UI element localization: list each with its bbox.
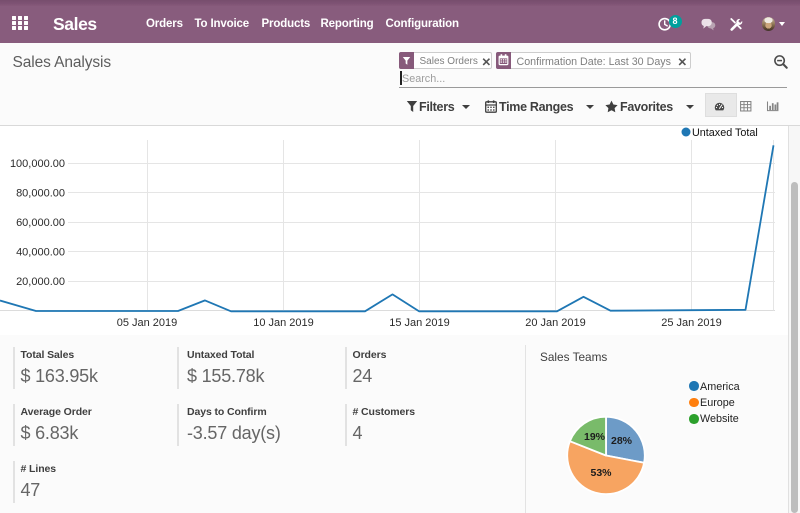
svg-text:25 Jan 2019: 25 Jan 2019 bbox=[661, 317, 722, 329]
svg-text:05 Jan 2019: 05 Jan 2019 bbox=[117, 317, 178, 329]
svg-text:20,000.00: 20,000.00 bbox=[16, 276, 65, 288]
svg-text:28%: 28% bbox=[611, 435, 633, 447]
svg-text:100,000.00: 100,000.00 bbox=[10, 158, 65, 170]
svg-text:20 Jan 2019: 20 Jan 2019 bbox=[525, 317, 586, 329]
svg-text:10 Jan 2019: 10 Jan 2019 bbox=[253, 317, 314, 329]
svg-text:Untaxed Total: Untaxed Total bbox=[692, 127, 758, 139]
svg-text:19%: 19% bbox=[584, 431, 606, 443]
svg-text:15 Jan 2019: 15 Jan 2019 bbox=[389, 317, 450, 329]
svg-text:60,000.00: 60,000.00 bbox=[16, 217, 65, 229]
svg-text:53%: 53% bbox=[590, 467, 612, 479]
svg-text:80,000.00: 80,000.00 bbox=[16, 188, 65, 200]
svg-text:40,000.00: 40,000.00 bbox=[16, 247, 65, 259]
